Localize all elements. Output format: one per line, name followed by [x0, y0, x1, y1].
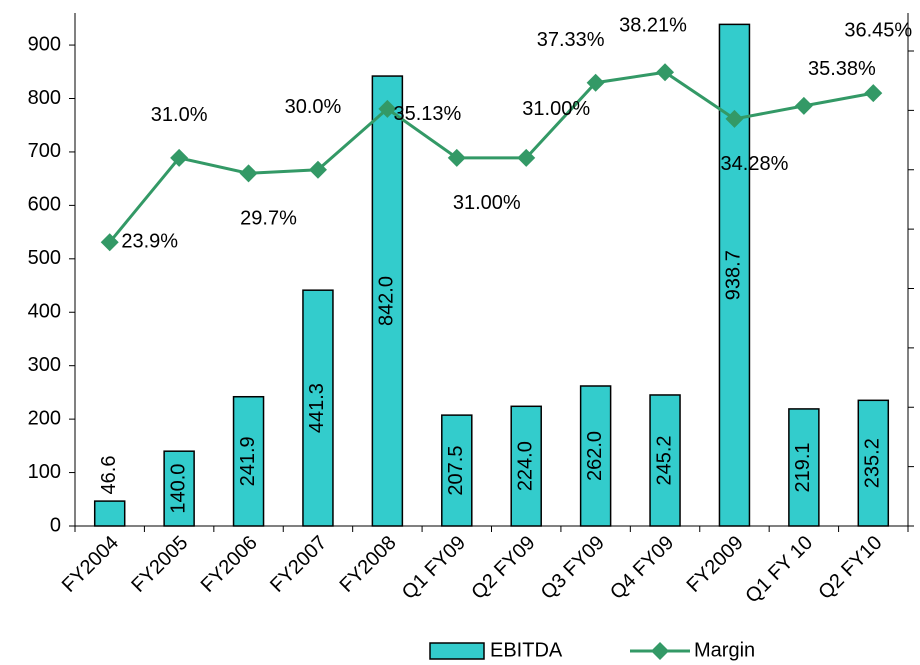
bar-value-label: 219.1 [792, 442, 814, 492]
margin-marker [725, 109, 744, 128]
bar-value-label: 262.0 [584, 431, 606, 481]
line-value-label: 38.21% [619, 15, 687, 37]
x-tick-label: FY2006 [197, 532, 262, 597]
legend-label: EBITDA [490, 639, 563, 661]
line-value-label: 35.13% [393, 103, 461, 125]
margin-marker [864, 84, 883, 103]
margin-marker [447, 148, 466, 167]
bar-value-label: 235.2 [862, 438, 884, 488]
x-tick-label: FY2007 [266, 532, 331, 597]
legend-marker [651, 642, 669, 660]
x-tick-label: Q1 FY 10 [741, 532, 817, 608]
legend-label: Margin [694, 639, 755, 661]
bar [93, 500, 126, 527]
y-tick-label: 100 [28, 461, 61, 483]
line-value-label: 31.00% [522, 98, 590, 120]
margin-marker [170, 148, 189, 167]
bar-value-label: 842.0 [376, 276, 398, 326]
x-tick-label: FY2009 [683, 532, 748, 597]
bar [232, 395, 265, 527]
y-tick-label: 900 [28, 33, 61, 55]
bar [371, 75, 404, 527]
bar [579, 385, 612, 527]
bar [788, 408, 820, 527]
y-tick-label: 400 [28, 301, 61, 323]
y-tick-label: 200 [28, 407, 61, 429]
x-tick-label: Q1 FY09 [398, 532, 470, 604]
x-tick-label: Q2 FY09 [467, 532, 539, 604]
bar [510, 405, 542, 527]
bar-value-label: 207.5 [445, 446, 467, 496]
bar [857, 399, 890, 527]
margin-marker [586, 73, 605, 92]
bar [718, 23, 751, 527]
x-tick-label: Q4 FY09 [606, 532, 678, 604]
y-tick-label: 500 [28, 247, 61, 269]
bar [302, 289, 334, 527]
line-value-label: 34.28% [721, 153, 789, 175]
line-value-label: 31.00% [453, 192, 521, 214]
x-tick-label: Q3 FY09 [537, 532, 609, 604]
margin-marker [517, 148, 536, 167]
bar-value-label: 441.3 [306, 383, 328, 433]
bar [163, 450, 195, 527]
y-tick-label: 700 [28, 140, 61, 162]
x-tick-label: FY2004 [58, 532, 123, 597]
margin-marker [656, 63, 675, 82]
line-value-label: 30.0% [285, 96, 342, 118]
line-value-label: 23.9% [121, 230, 178, 252]
line-value-label: 35.38% [808, 58, 876, 80]
bar-value-label: 245.2 [653, 435, 675, 485]
bar-value-label: 241.9 [237, 436, 259, 486]
line-value-label: 31.0% [151, 104, 208, 126]
y-tick-label: 600 [28, 194, 61, 216]
bar-value-label: 140.0 [167, 464, 189, 514]
margin-marker [794, 96, 813, 115]
legend-swatch [429, 642, 485, 660]
margin-line [108, 70, 874, 244]
line-value-label: 36.45% [844, 19, 912, 41]
bar [649, 394, 681, 527]
y-tick-label: 300 [28, 354, 61, 376]
line-value-label: 37.33% [537, 29, 605, 51]
bar-value-label: 224.0 [514, 441, 536, 491]
x-tick-label: FY2008 [336, 532, 401, 597]
y-tick-label: 800 [28, 87, 61, 109]
x-tick-label: FY2005 [127, 532, 192, 597]
y-tick-label: 0 [50, 514, 61, 536]
margin-marker [100, 233, 119, 252]
bar-value-label: 46.6 [98, 456, 120, 495]
line-value-label: 29.7% [240, 208, 297, 230]
x-tick-label: Q2 FY10 [814, 532, 886, 604]
bar [441, 414, 473, 527]
margin-marker [378, 99, 397, 118]
margin-marker [239, 164, 258, 183]
bar-value-label: 938.7 [723, 250, 745, 300]
margin-marker [308, 160, 327, 179]
